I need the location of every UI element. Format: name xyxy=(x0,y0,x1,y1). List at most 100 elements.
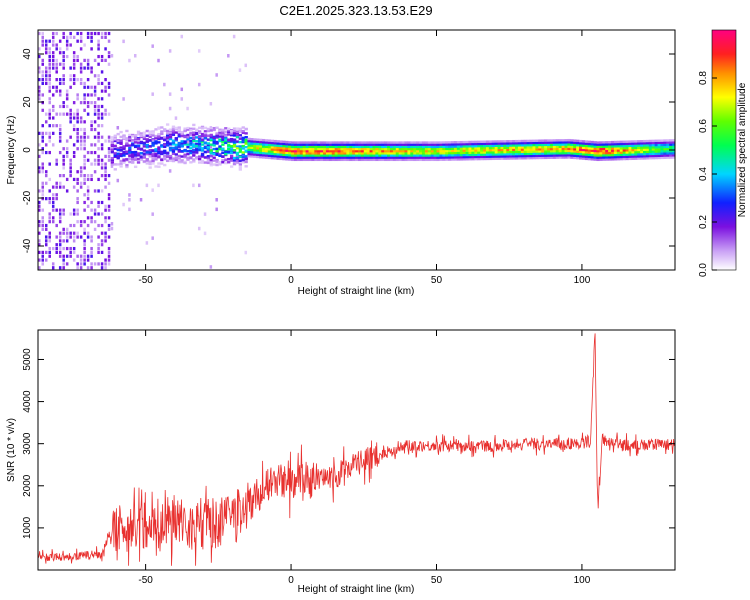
heatmap-ridge-cell xyxy=(122,158,126,161)
heatmap-ridge-cell xyxy=(541,152,545,155)
heatmap-noise-cell xyxy=(55,158,58,162)
heatmap-ridge-cell xyxy=(189,151,193,155)
heatmap-ridge-cell xyxy=(517,144,522,147)
heatmap-ridge-cell xyxy=(293,158,298,162)
heatmap-ridge-cell xyxy=(343,147,347,151)
heatmap-ridge-cell xyxy=(547,152,551,155)
heatmap-ridge-cell xyxy=(666,139,670,142)
heatmap-ridge-cell xyxy=(218,138,222,141)
heatmap-ridge-cell xyxy=(398,150,402,153)
heatmap-noise-cell xyxy=(51,200,55,205)
heatmap-noise-cell xyxy=(62,246,65,251)
heatmap-noise-cell xyxy=(83,85,86,89)
heatmap-ridge-cell xyxy=(133,138,138,141)
heatmap-ridge-cell xyxy=(561,145,565,148)
heatmap-noise-cell xyxy=(174,116,178,120)
heatmap-noise-cell xyxy=(76,181,79,185)
heatmap-ridge-cell xyxy=(424,145,429,149)
heatmap-ridge-cell xyxy=(259,143,263,146)
heatmap-noise-cell xyxy=(86,231,90,235)
heatmap-ridge-cell xyxy=(151,158,155,161)
heatmap-ridge-cell xyxy=(267,141,272,144)
heatmap-ridge-cell xyxy=(387,150,391,153)
heatmap-noise-cell xyxy=(79,166,83,170)
heatmap-ridge-cell xyxy=(119,154,123,158)
heatmap-ridge-cell xyxy=(631,151,635,154)
heatmap-ridge-cell xyxy=(224,130,228,133)
heatmap-ridge-cell xyxy=(421,147,426,151)
heatmap-ridge-cell xyxy=(389,152,394,155)
heatmap-ridge-cell xyxy=(579,148,583,151)
heatmap-noise-cell xyxy=(93,262,97,266)
heatmap-ridge-cell xyxy=(154,134,158,138)
heatmap-noise-cell xyxy=(72,74,76,78)
heatmap-ridge-cell xyxy=(299,154,304,157)
heatmap-ridge-cell xyxy=(538,148,542,151)
heatmap-ridge-cell xyxy=(611,153,615,157)
heatmap-ridge-cell xyxy=(634,153,638,156)
heatmap-ridge-cell xyxy=(459,143,464,146)
heatmap-ridge-cell xyxy=(375,158,379,162)
heatmap-ridge-cell xyxy=(613,149,618,152)
heatmap-ridge-cell xyxy=(471,147,475,150)
heatmap-ridge-cell xyxy=(273,150,277,154)
heatmap-ridge-cell xyxy=(195,148,199,151)
heatmap-noise-cell xyxy=(104,166,107,170)
heatmap-noise-cell xyxy=(186,106,189,111)
heatmap-noise-cell xyxy=(180,34,184,39)
heatmap-ridge-cell xyxy=(640,144,644,147)
heatmap-ridge-cell xyxy=(453,143,458,146)
heatmap-ridge-cell xyxy=(148,152,152,156)
heatmap-ridge-cell xyxy=(331,156,336,159)
heatmap-ridge-cell xyxy=(174,158,179,162)
heatmap-ridge-cell xyxy=(142,137,147,140)
heatmap-ridge-cell xyxy=(293,143,298,146)
heatmap-ridge-cell xyxy=(608,151,612,155)
heatmap-ridge-cell xyxy=(526,148,530,151)
heatmap-noise-cell xyxy=(55,112,58,116)
heatmap-ridge-cell xyxy=(427,156,432,159)
heatmap-noise-cell xyxy=(107,147,111,151)
heatmap-ridge-cell xyxy=(128,151,132,154)
heatmap-ridge-cell xyxy=(500,148,504,152)
heatmap-noise-cell xyxy=(38,250,41,254)
heatmap-ridge-cell xyxy=(296,150,301,153)
heatmap-ridge-cell xyxy=(215,160,219,163)
heatmap-ridge-cell xyxy=(619,153,624,157)
heatmap-ridge-cell xyxy=(366,141,370,144)
heatmap-ridge-cell xyxy=(171,150,176,153)
heatmap-ridge-cell xyxy=(299,143,304,146)
heatmap-ridge-cell xyxy=(549,145,554,149)
heatmap-noise-cell xyxy=(97,74,100,78)
heatmap-ridge-cell xyxy=(229,165,234,168)
heatmap-ridge-cell xyxy=(593,154,597,157)
heatmap-ridge-cell xyxy=(491,157,496,161)
heatmap-ridge-cell xyxy=(384,145,388,149)
heatmap-ridge-cell xyxy=(250,144,254,147)
heatmap-ridge-cell xyxy=(395,152,400,155)
heatmap-ridge-cell xyxy=(363,143,368,146)
heatmap-ridge-cell xyxy=(186,158,190,162)
heatmap-ridge-cell xyxy=(235,161,240,164)
snr-y-tick-label: 3000 xyxy=(22,432,33,455)
heatmap-ridge-cell xyxy=(355,152,359,155)
heatmap-ridge-cell xyxy=(125,163,129,167)
heatmap-ridge-cell xyxy=(337,143,341,146)
heatmap-ridge-cell xyxy=(439,145,443,149)
heatmap-ridge-cell xyxy=(398,154,402,157)
spectrogram-y-label: Frequency (Hz) xyxy=(6,116,17,185)
heatmap-ridge-cell xyxy=(381,143,385,146)
heatmap-ridge-cell xyxy=(317,150,321,153)
heatmap-ridge-cell xyxy=(410,152,414,155)
heatmap-noise-cell xyxy=(38,220,41,224)
heatmap-noise-cell xyxy=(38,223,41,228)
heatmap-ridge-cell xyxy=(299,145,304,149)
heatmap-ridge-cell xyxy=(547,141,551,144)
heatmap-ridge-cell xyxy=(308,147,312,151)
heatmap-noise-cell xyxy=(104,174,107,178)
heatmap-noise-cell xyxy=(55,78,58,82)
heatmap-ridge-cell xyxy=(363,145,368,149)
heatmap-noise-cell xyxy=(215,198,218,202)
heatmap-ridge-cell xyxy=(308,141,312,144)
heatmap-noise-cell xyxy=(69,108,72,112)
